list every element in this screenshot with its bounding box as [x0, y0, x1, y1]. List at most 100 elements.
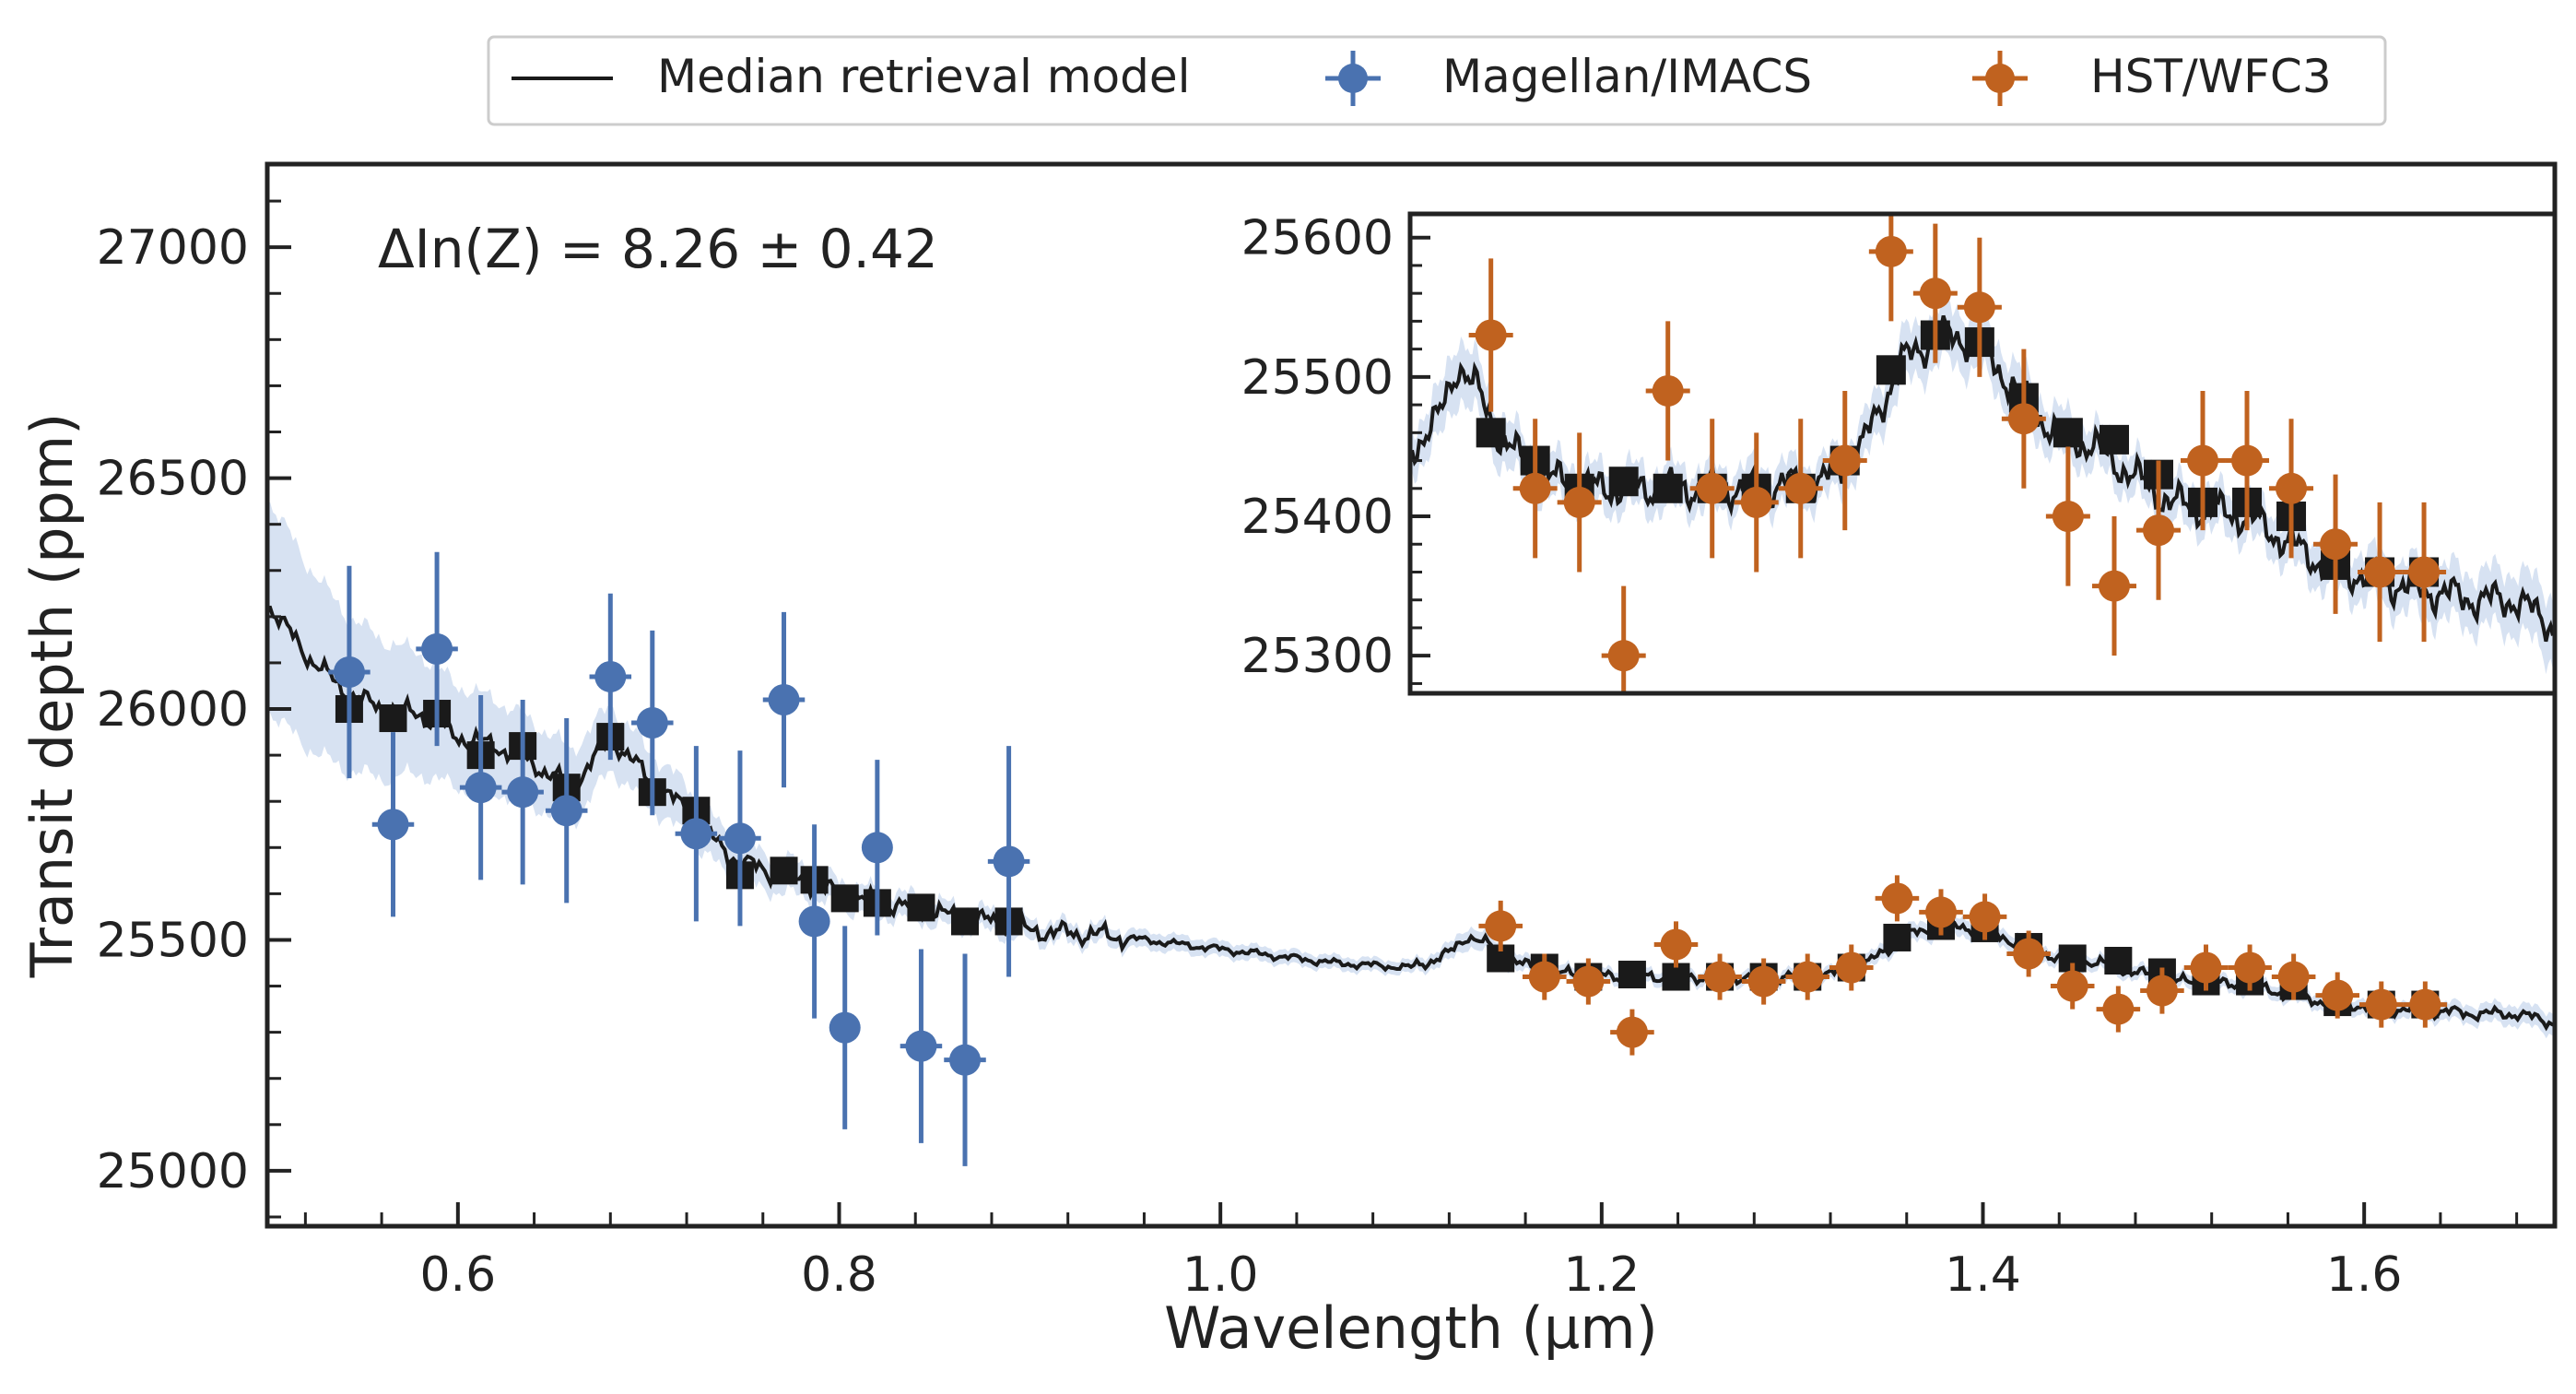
- hst-point: [2056, 970, 2088, 1002]
- hst-point: [2102, 993, 2135, 1025]
- main-binned-square: [830, 884, 859, 913]
- magellan-point: [829, 1011, 861, 1044]
- y-tick-label: 25500: [97, 913, 249, 968]
- x-tick-label: 0.6: [419, 1247, 496, 1303]
- hst-point: [1704, 961, 1736, 993]
- legend: Median retrieval model Magellan/IMACS HS…: [487, 35, 2387, 126]
- hst-point: [2365, 988, 2397, 1021]
- inset-y-tick-label: 25300: [1241, 629, 1394, 684]
- magellan-point: [333, 656, 365, 688]
- inset-data-points: [1468, 214, 2447, 693]
- main-plot: 0.6 0.8 1.0 1.2 1.4 1.6 25000 25500 26000 26500 27…: [18, 161, 2558, 1362]
- legend-magellan-swatch: [1325, 51, 1381, 106]
- main-binned-square: [379, 704, 407, 733]
- inset-hst-point: [1963, 291, 1995, 324]
- y-tick-label: 27000: [97, 220, 249, 276]
- legend-magellan-label: Magellan/IMACS: [1442, 50, 1812, 103]
- hst-point: [1616, 1016, 1648, 1048]
- magellan-point: [993, 845, 1025, 878]
- magellan-point: [905, 1030, 937, 1062]
- x-axis-label: Wavelength (μm): [1164, 1294, 1658, 1362]
- inset-hst-point: [1784, 472, 1817, 504]
- y-tick-label: 26000: [97, 682, 249, 738]
- hst-point: [2409, 988, 2441, 1021]
- inset-hst-point: [1919, 278, 1951, 310]
- main-binned-square: [770, 856, 798, 885]
- hst-point: [2322, 979, 2354, 1011]
- magellan-point: [680, 818, 712, 850]
- inset-background: [1410, 214, 2555, 693]
- y-axis-label: Transit depth (ppm): [18, 413, 86, 979]
- legend-frame: [487, 35, 2387, 126]
- main-ticks: 0.6 0.8 1.0 1.2 1.4 1.6 25000 25500 26000 26500 27…: [97, 199, 2519, 1303]
- hst-point: [1660, 928, 1692, 961]
- inset-hst-point: [2231, 444, 2264, 477]
- inset-y-tick-label: 25500: [1241, 350, 1394, 406]
- inset-hst-point: [1875, 235, 1907, 267]
- main-binned-square: [1617, 961, 1646, 989]
- inset-hst-point: [2007, 403, 2040, 435]
- x-tick-label: 1.2: [1563, 1247, 1640, 1303]
- inset-binned-square: [1653, 473, 1683, 503]
- inset-hst-point: [2052, 501, 2084, 533]
- magellan-point: [465, 772, 497, 804]
- main-binned-square: [1883, 923, 1911, 951]
- magellan-point: [507, 776, 539, 809]
- magellan-point: [861, 832, 893, 864]
- hst-point: [1969, 901, 2001, 933]
- inset-hst-point: [2364, 556, 2396, 588]
- inset-hst-point: [1475, 319, 1507, 351]
- main-data-points: [328, 551, 2448, 1166]
- inset-hst-point: [1740, 486, 1772, 518]
- magellan-point: [550, 795, 582, 827]
- inset-binned-square: [2099, 424, 2129, 455]
- main-binned-square: [1662, 963, 1690, 991]
- x-tick-label: 0.8: [801, 1247, 877, 1303]
- inset-hst-point: [2320, 528, 2352, 561]
- inset-hst-point: [1563, 486, 1595, 518]
- inset-hst-point: [2408, 556, 2441, 588]
- evidence-annotation: ΔIn(Z) = 8.26 ± 0.42: [378, 218, 938, 280]
- legend-hst-swatch: [1972, 51, 2028, 106]
- inset-y-tick-label: 25400: [1241, 490, 1394, 545]
- hst-point: [2146, 975, 2178, 1007]
- magellan-point: [723, 822, 756, 855]
- inset-binned-square: [1476, 418, 1506, 448]
- hst-point: [2277, 961, 2310, 993]
- inset-binned-square: [1608, 467, 1639, 497]
- inset-hst-point: [2187, 444, 2219, 477]
- main-binned-square: [907, 893, 935, 922]
- x-tick-label: 1.4: [1945, 1247, 2021, 1303]
- magellan-point: [636, 707, 668, 739]
- inset-hst-point: [2142, 514, 2174, 547]
- y-tick-label: 25000: [97, 1144, 249, 1199]
- inset-hst-point: [1607, 640, 1640, 672]
- inset-axes-frame: [1407, 211, 2558, 696]
- y-tick-label: 26500: [97, 452, 249, 507]
- magellan-point: [421, 632, 453, 665]
- main-binned-square: [2104, 947, 2133, 975]
- inset-hst-point: [1652, 374, 1684, 407]
- x-tick-label: 1.0: [1182, 1247, 1259, 1303]
- magellan-point: [949, 1044, 982, 1076]
- hst-point: [1747, 965, 1780, 998]
- x-tick-label: 1.6: [2326, 1247, 2403, 1303]
- hst-point: [2013, 938, 2045, 970]
- inset-hst-point: [1519, 472, 1551, 504]
- hst-point: [1572, 965, 1605, 998]
- hst-point: [2234, 951, 2266, 984]
- inset-y-tick-label: 25600: [1241, 211, 1394, 266]
- inset-ticks: 25300 25400 25500 25600: [1241, 211, 1430, 685]
- inset-plot: 25300 25400 25500 25600: [1241, 211, 2558, 696]
- hst-point: [2190, 951, 2222, 984]
- legend-model-label: Median retrieval model: [657, 50, 1191, 103]
- inset-hst-point: [2098, 570, 2130, 602]
- hst-point: [1924, 896, 1957, 928]
- magellan-point: [768, 684, 800, 716]
- main-binned-square: [951, 907, 980, 936]
- inset-hst-point: [2276, 472, 2308, 504]
- inset-hst-point: [1829, 444, 1861, 477]
- magellan-point: [798, 905, 830, 938]
- hst-point: [1881, 882, 1913, 915]
